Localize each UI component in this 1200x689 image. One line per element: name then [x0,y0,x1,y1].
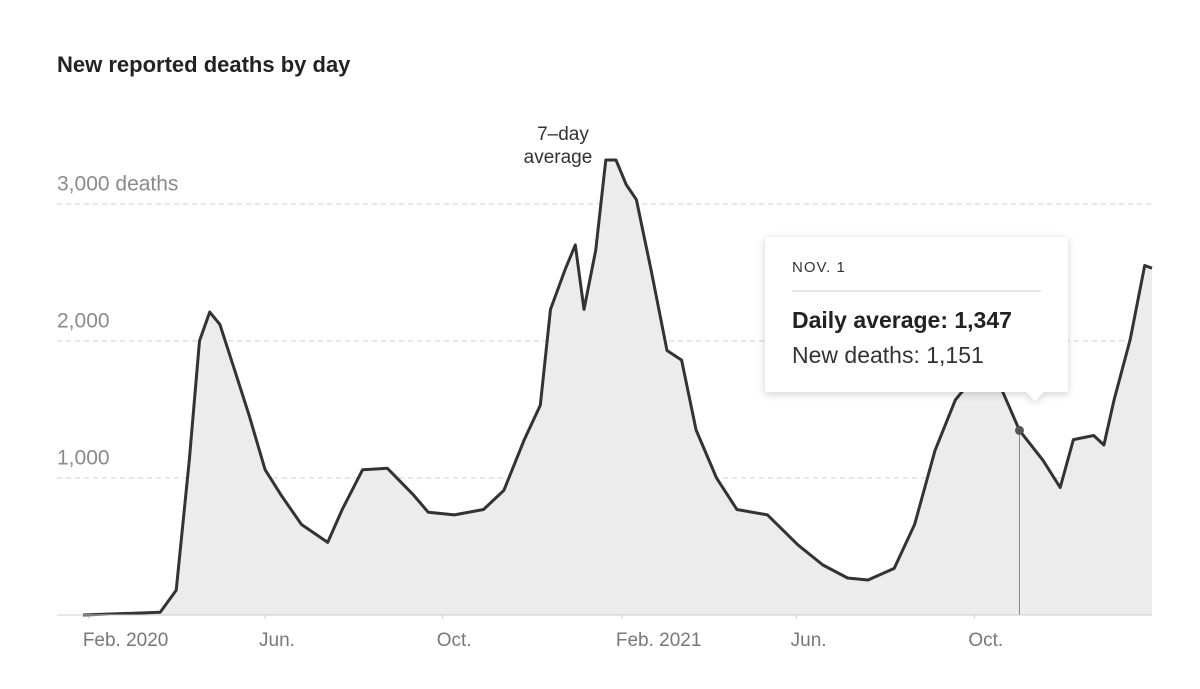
y-tick-label: 3,000 deaths [57,172,178,195]
tooltip-line: New deaths: 1,151 [792,342,984,368]
x-tick-label: Jun. [791,630,827,651]
hover-point [1014,425,1024,435]
x-tick-label: Oct. [437,630,472,651]
x-tick-label: Oct. [968,630,1003,651]
tooltip: NOV. 1 Daily average: 1,347 New deaths: … [765,237,1068,401]
x-tick-label: Feb. 2021 [616,630,702,651]
annotation: 7–day [537,124,589,145]
tooltip-date: NOV. 1 [792,259,846,276]
annotation: average [524,147,593,168]
tooltip-line: Daily average: 1,347 [792,307,1012,333]
plot: 1,000 2,000 3,000 deaths Feb. 2020 Jun. Oct. F… [57,158,1153,651]
line [82,158,1153,617]
y-tick-label: 1,000 [57,446,110,469]
tooltip-box [765,237,1068,401]
x-tick-label: Feb. 2020 [83,630,169,651]
y-tick-label: 2,000 [57,309,110,332]
chart-title: New reported deaths by day [57,52,351,77]
area [83,160,1152,615]
x-tick-label: Jun. [259,630,295,651]
